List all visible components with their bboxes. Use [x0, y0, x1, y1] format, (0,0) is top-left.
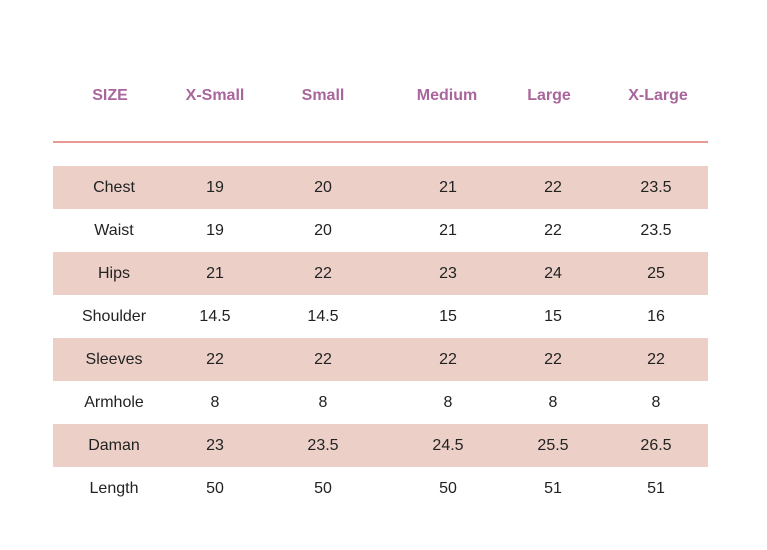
cell-small: 20	[314, 179, 332, 196]
cell-x-large: 8	[651, 394, 661, 411]
cell-large: 22	[544, 222, 562, 239]
cell-large: 22	[544, 179, 562, 196]
row-label: Chest	[93, 179, 135, 196]
cell-small: 22	[314, 265, 332, 282]
cell-small: 8	[318, 394, 328, 411]
cell-large: 24	[544, 265, 562, 282]
row-label: Length	[89, 480, 139, 497]
cell-x-small: 8	[210, 394, 220, 411]
header-large: Large	[527, 87, 571, 104]
cell-large: 22	[544, 351, 562, 368]
table-row-length: Length 50 50 50 51 51	[53, 467, 708, 510]
row-label: Waist	[94, 222, 134, 239]
cell-large: 51	[544, 480, 562, 497]
cell-medium: 22	[439, 351, 457, 368]
cell-medium: 15	[439, 308, 457, 325]
row-label: Hips	[97, 265, 131, 282]
cell-x-small: 50	[206, 480, 224, 497]
table-row-shoulder: Shoulder 14.5 14.5 15 15 16	[53, 295, 708, 338]
cell-large: 8	[548, 394, 558, 411]
cell-x-large: 22	[647, 351, 665, 368]
table-header-row: SIZE X-Small Small Medium Large X-Large	[0, 84, 767, 108]
row-label: Shoulder	[81, 308, 147, 325]
cell-medium: 50	[439, 480, 457, 497]
table-row-daman: Daman 23 23.5 24.5 25.5 26.5	[53, 424, 708, 467]
cell-x-small: 14.5	[199, 308, 231, 325]
cell-small: 20	[314, 222, 332, 239]
cell-x-large: 25	[647, 265, 665, 282]
row-label: Sleeves	[85, 351, 143, 368]
cell-large: 25.5	[537, 437, 569, 454]
cell-x-large: 26.5	[640, 437, 672, 454]
header-size: SIZE	[92, 87, 128, 104]
cell-small: 14.5	[307, 308, 339, 325]
header-x-small: X-Small	[185, 87, 245, 104]
cell-x-small: 21	[206, 265, 224, 282]
table-row-sleeves: Sleeves 22 22 22 22 22	[53, 338, 708, 381]
header-medium: Medium	[416, 87, 478, 104]
header-divider	[53, 141, 708, 143]
cell-medium: 24.5	[432, 437, 464, 454]
table-row-hips: Hips 21 22 23 24 25	[53, 252, 708, 295]
cell-small: 50	[314, 480, 332, 497]
cell-x-large: 16	[647, 308, 665, 325]
cell-small: 22	[314, 351, 332, 368]
header-x-large: X-Large	[628, 87, 688, 104]
cell-small: 23.5	[307, 437, 339, 454]
cell-x-small: 19	[206, 179, 224, 196]
cell-x-small: 19	[206, 222, 224, 239]
header-small: Small	[301, 87, 345, 104]
cell-medium: 8	[443, 394, 453, 411]
row-label: Armhole	[84, 394, 144, 411]
row-label: Daman	[88, 437, 140, 454]
cell-medium: 21	[439, 222, 457, 239]
cell-x-small: 23	[206, 437, 224, 454]
cell-medium: 23	[439, 265, 457, 282]
table-row-chest: Chest 19 20 21 22 23.5	[53, 166, 708, 209]
table-row-armhole: Armhole 8 8 8 8 8	[53, 381, 708, 424]
cell-medium: 21	[439, 179, 457, 196]
cell-x-small: 22	[206, 351, 224, 368]
cell-x-large: 51	[647, 480, 665, 497]
cell-x-large: 23.5	[640, 222, 672, 239]
cell-large: 15	[544, 308, 562, 325]
table-row-waist: Waist 19 20 21 22 23.5	[53, 209, 708, 252]
cell-x-large: 23.5	[640, 179, 672, 196]
